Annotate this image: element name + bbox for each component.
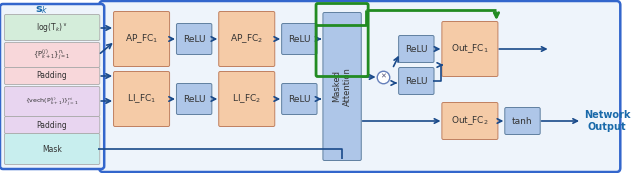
Text: Network
Output: Network Output — [584, 110, 630, 132]
Text: ReLU: ReLU — [183, 34, 205, 43]
Text: Out_FC$_2$: Out_FC$_2$ — [451, 115, 489, 127]
Text: AP_FC$_1$: AP_FC$_1$ — [125, 33, 158, 45]
FancyBboxPatch shape — [4, 43, 100, 67]
Text: Mask: Mask — [42, 144, 62, 153]
FancyBboxPatch shape — [442, 21, 498, 76]
FancyBboxPatch shape — [177, 24, 212, 54]
Text: $\{\mathrm{P}^{(j)}_{k+1}\}^{n_i}_{j=1}$: $\{\mathrm{P}^{(j)}_{k+1}\}^{n_i}_{j=1}$ — [33, 47, 71, 63]
Text: Padding: Padding — [36, 71, 67, 80]
FancyBboxPatch shape — [219, 11, 275, 66]
FancyBboxPatch shape — [505, 107, 540, 134]
FancyBboxPatch shape — [4, 134, 100, 165]
FancyBboxPatch shape — [4, 86, 100, 116]
Text: ReLU: ReLU — [288, 94, 310, 103]
Text: Masked
Attention: Masked Attention — [332, 67, 352, 106]
FancyBboxPatch shape — [4, 116, 100, 134]
FancyBboxPatch shape — [442, 102, 498, 139]
Text: Padding: Padding — [36, 121, 67, 130]
Text: $\{\mathrm{vech}(\mathrm{P}^{(j)}_{k+1})\}^{n_i}_{j=1}$: $\{\mathrm{vech}(\mathrm{P}^{(j)}_{k+1})… — [26, 95, 79, 108]
FancyBboxPatch shape — [113, 71, 170, 126]
Text: $\mathbf{s}_k$: $\mathbf{s}_k$ — [35, 4, 48, 16]
FancyBboxPatch shape — [282, 84, 317, 115]
Text: ✕: ✕ — [380, 74, 387, 80]
Text: $\log(\mathrm{T}_k)^\vee$: $\log(\mathrm{T}_k)^\vee$ — [36, 21, 68, 34]
Text: AP_FC$_2$: AP_FC$_2$ — [230, 33, 263, 45]
FancyBboxPatch shape — [4, 67, 100, 84]
FancyBboxPatch shape — [399, 67, 434, 94]
FancyBboxPatch shape — [113, 11, 170, 66]
FancyBboxPatch shape — [399, 35, 434, 62]
FancyBboxPatch shape — [323, 12, 361, 161]
Text: tanh: tanh — [512, 116, 533, 125]
Text: Out_FC$_1$: Out_FC$_1$ — [451, 43, 489, 55]
Text: ReLU: ReLU — [288, 34, 310, 43]
FancyBboxPatch shape — [99, 1, 620, 172]
FancyBboxPatch shape — [219, 71, 275, 126]
Text: ReLU: ReLU — [405, 44, 428, 53]
Text: LI_FC$_1$: LI_FC$_1$ — [127, 93, 156, 105]
FancyBboxPatch shape — [0, 4, 104, 169]
FancyBboxPatch shape — [282, 24, 317, 54]
FancyBboxPatch shape — [177, 84, 212, 115]
Text: LI_FC$_2$: LI_FC$_2$ — [232, 93, 261, 105]
FancyBboxPatch shape — [4, 15, 100, 40]
Text: ReLU: ReLU — [183, 94, 205, 103]
Text: ReLU: ReLU — [405, 76, 428, 85]
